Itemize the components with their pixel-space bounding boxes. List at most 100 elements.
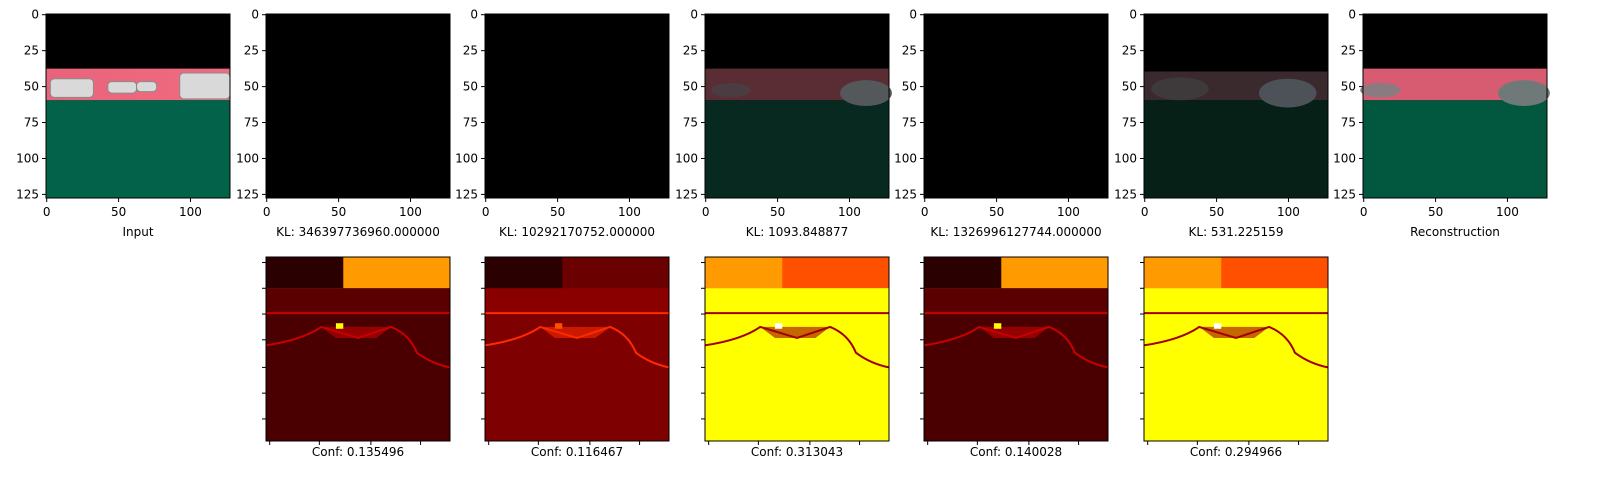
y-tick-label: 125	[1114, 187, 1137, 201]
y-tick-label: 25	[902, 44, 917, 58]
highlight	[554, 323, 563, 329]
panel-frame	[1362, 13, 1548, 199]
confidence-upper-band	[485, 288, 669, 315]
x-tick-label: 50	[1209, 205, 1224, 219]
y-tick-label: 50	[902, 80, 917, 94]
x-tick-label: 100	[179, 205, 202, 219]
image-panel-1: 0 25 50 75 100 125 0 50 100 Input	[16, 8, 231, 239]
car-outline	[484, 325, 670, 369]
image-panel-6: 0 25 50 75 100 125 0 50 100 KL: 531.225159	[1114, 8, 1329, 239]
x-tick-label: 0	[1360, 205, 1368, 219]
highlight	[1213, 323, 1222, 329]
y-tick-label: 75	[24, 116, 39, 130]
y-tick-label: 0	[251, 8, 259, 22]
confidence-caption: Conf: 0.135496	[312, 445, 404, 459]
image-panel-5: 0 25 50 75 100 125 0 50 100 KL: 1326996127744.000…	[894, 8, 1109, 239]
confidence-panel-4: Conf: 0.140028	[920, 256, 1109, 459]
x-tick-label: 0	[482, 205, 490, 219]
car-body	[321, 326, 392, 338]
x-tick-label: 50	[111, 205, 126, 219]
car-outline	[704, 325, 890, 369]
car-outline	[1143, 325, 1329, 369]
y-tick-label: 50	[1341, 80, 1356, 94]
confidence-top-left	[485, 257, 563, 289]
y-tick-label: 125	[16, 187, 39, 201]
highlight	[993, 323, 1002, 329]
confidence-panel-3: Conf: 0.313043	[701, 256, 890, 459]
y-tick-label: 25	[683, 44, 698, 58]
y-tick-label: 50	[683, 80, 698, 94]
confidence-caption: Conf: 0.140028	[970, 445, 1062, 459]
image-black	[924, 14, 1108, 198]
road-region	[1144, 100, 1328, 198]
panel-caption: KL: 531.225159	[1189, 225, 1284, 239]
car	[136, 81, 158, 93]
x-tick-label: 100	[1277, 205, 1300, 219]
confidence-caption: Conf: 0.294966	[1190, 445, 1282, 459]
confidence-panel-1: Conf: 0.135496	[262, 256, 451, 459]
confidence-top-left	[1144, 257, 1222, 289]
car	[107, 81, 138, 94]
image-panel-4: 0 25 50 75 100 125 0 50 100 KL: 1093.848877	[675, 8, 892, 239]
y-tick-label: 50	[24, 80, 39, 94]
x-tick-label: 50	[550, 205, 565, 219]
panel-caption: KL: 1093.848877	[746, 225, 849, 239]
x-tick-label: 50	[770, 205, 785, 219]
y-tick-label: 125	[1333, 187, 1356, 201]
y-tick-label: 0	[690, 8, 698, 22]
car	[49, 78, 94, 98]
y-tick-label: 100	[16, 151, 39, 165]
car	[179, 72, 231, 100]
car-body	[760, 326, 831, 338]
car	[840, 80, 892, 106]
panel-frame	[704, 256, 890, 442]
panel-frame	[484, 13, 670, 199]
confidence-panel-2: Conf: 0.116467	[481, 256, 670, 459]
y-tick-label: 125	[236, 187, 259, 201]
confidence-panel-5: Conf: 0.294966	[1140, 256, 1329, 459]
y-tick-label: 100	[675, 151, 698, 165]
confidence-upper-band	[705, 288, 889, 315]
y-tick-label: 75	[244, 116, 259, 130]
y-tick-label: 50	[1122, 80, 1137, 94]
y-tick-label: 75	[463, 116, 478, 130]
x-tick-label: 100	[1057, 205, 1080, 219]
panel-caption: KL: 1326996127744.000000	[930, 225, 1101, 239]
car	[1360, 83, 1401, 98]
car	[710, 83, 751, 98]
road-region	[46, 100, 230, 198]
y-tick-label: 100	[455, 151, 478, 165]
x-tick-label: 50	[331, 205, 346, 219]
x-tick-label: 100	[838, 205, 861, 219]
y-tick-label: 25	[1122, 44, 1137, 58]
y-tick-label: 50	[463, 80, 478, 94]
image-black	[485, 14, 669, 198]
image-panel-7: 0 25 50 75 100 125 0 50 100 Reconstruction	[1333, 8, 1550, 239]
y-tick-label: 125	[455, 187, 478, 201]
panel-caption: KL: 346397736960.000000	[276, 225, 440, 239]
y-tick-label: 0	[909, 8, 917, 22]
highlight	[774, 323, 783, 329]
road-region	[705, 100, 889, 198]
car-body	[540, 326, 611, 338]
confidence-caption: Conf: 0.313043	[751, 445, 843, 459]
y-tick-label: 25	[463, 44, 478, 58]
x-tick-label: 0	[43, 205, 51, 219]
x-tick-label: 0	[263, 205, 271, 219]
x-tick-label: 50	[1428, 205, 1443, 219]
car	[1151, 77, 1209, 101]
car	[1498, 80, 1550, 106]
y-tick-label: 0	[1129, 8, 1137, 22]
panel-caption: KL: 10292170752.000000	[499, 225, 655, 239]
panel-frame	[1143, 13, 1329, 199]
panel-frame	[484, 256, 670, 442]
y-tick-label: 100	[236, 151, 259, 165]
x-tick-label: 100	[618, 205, 641, 219]
confidence-upper-band	[924, 288, 1108, 315]
panel-caption: Input	[122, 225, 153, 239]
y-tick-label: 100	[894, 151, 917, 165]
confidence-top-left	[705, 257, 783, 289]
y-tick-label: 25	[1341, 44, 1356, 58]
y-tick-label: 75	[683, 116, 698, 130]
confidence-upper-band	[1144, 288, 1328, 315]
